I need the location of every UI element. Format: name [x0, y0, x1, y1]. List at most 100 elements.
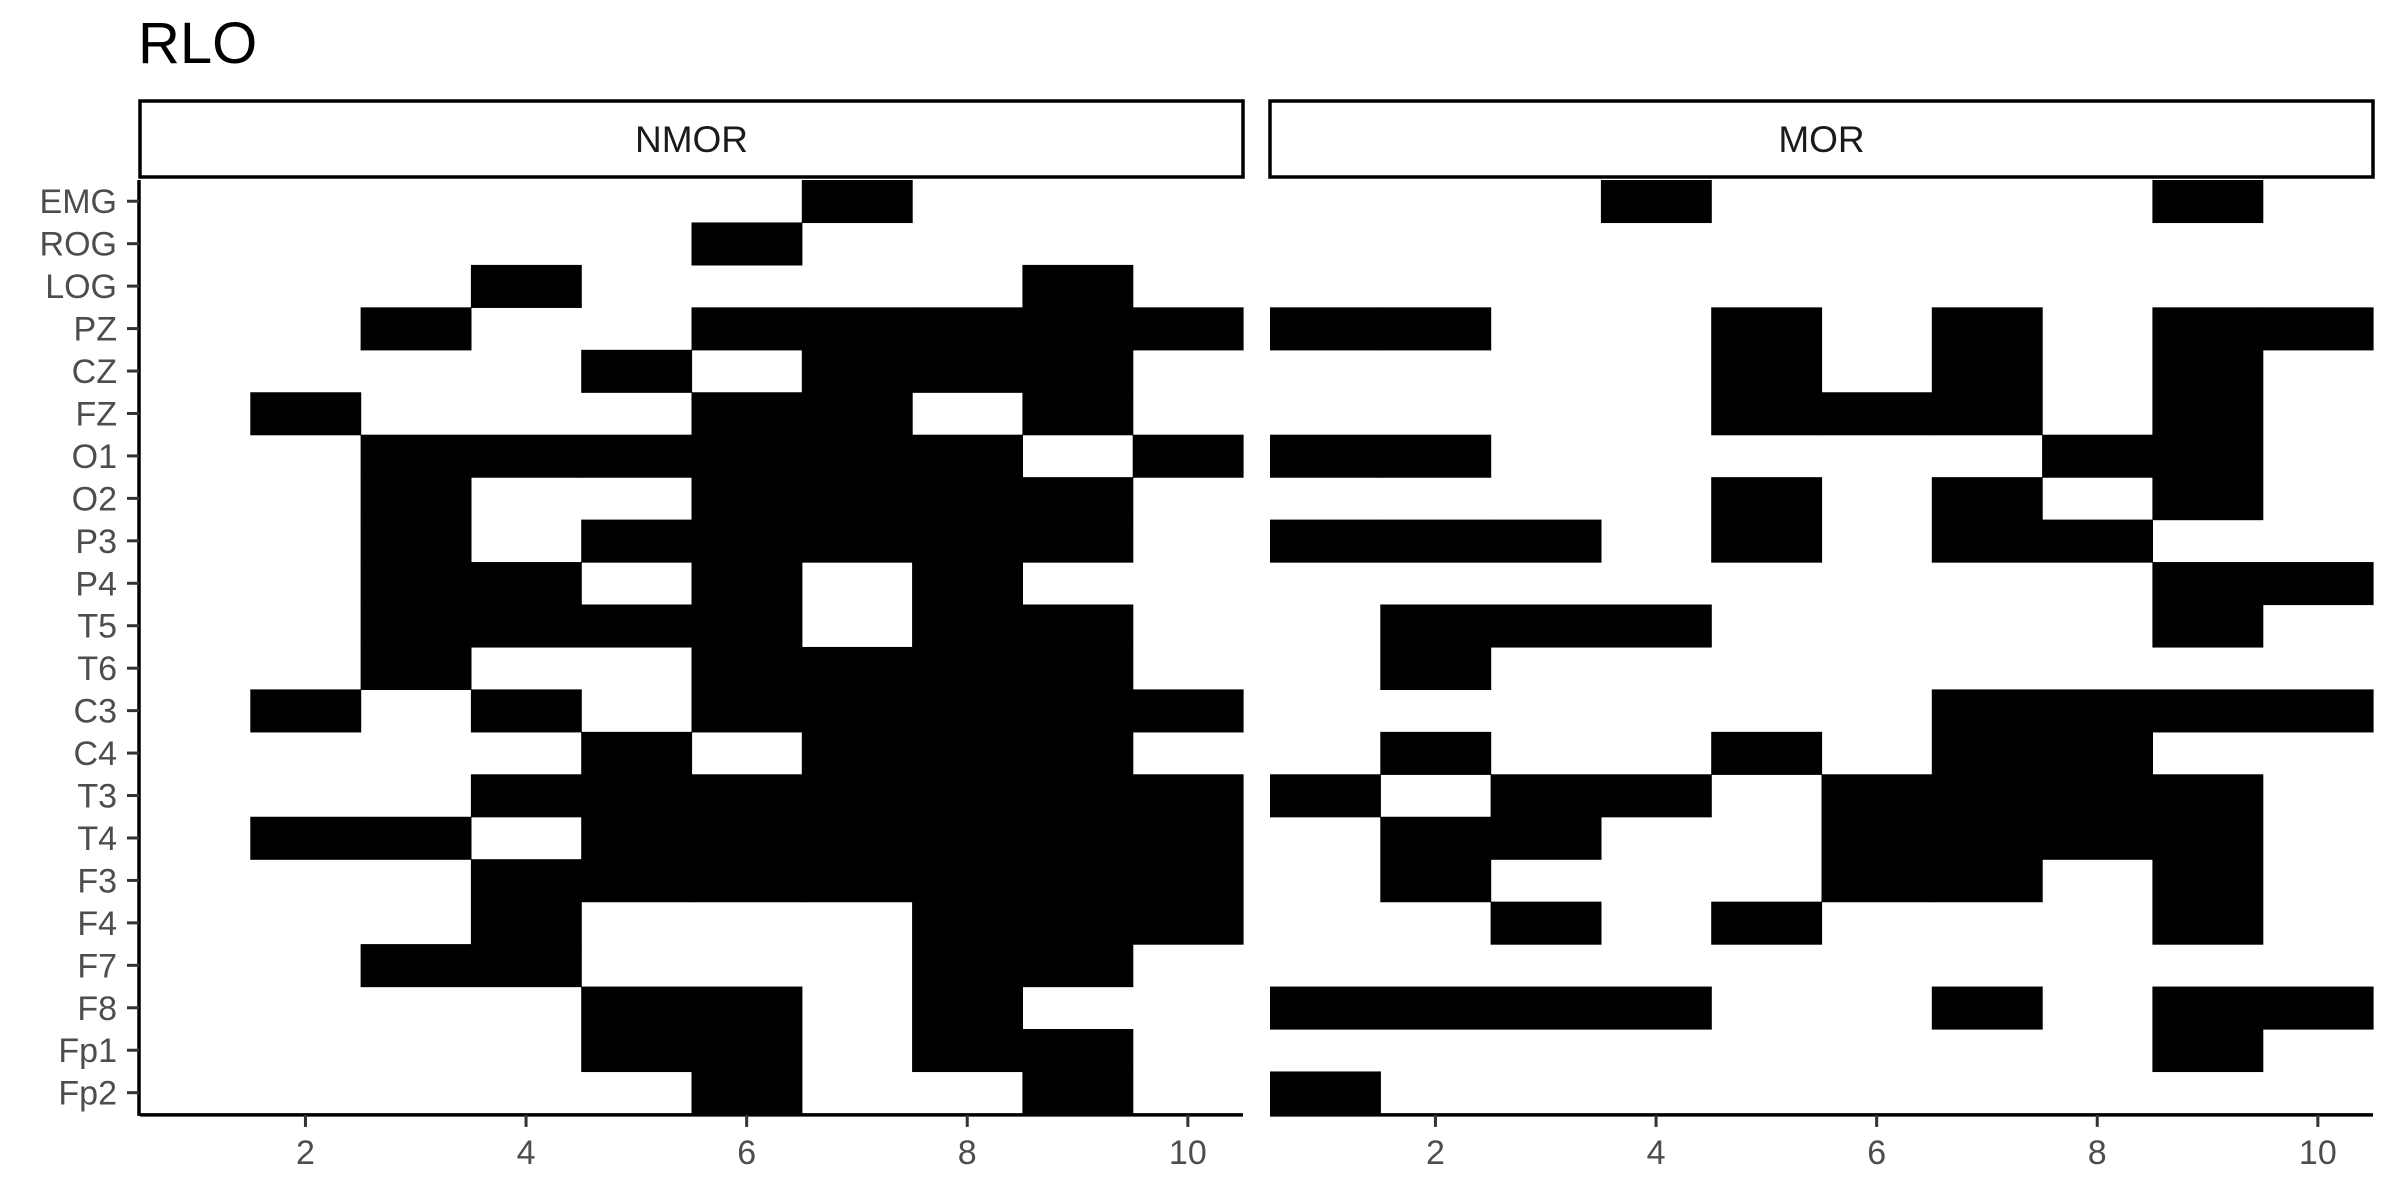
- y-tick-label-o1: O1: [72, 438, 117, 476]
- tile-nmor-p4-8: [912, 562, 1023, 606]
- tile-nmor-t4-10: [1132, 816, 1244, 860]
- tile-nmor-o1-6: [691, 434, 803, 478]
- tile-nmor-o2-6: [691, 477, 803, 521]
- tile-nmor-rog-6: [691, 222, 803, 266]
- tile-mor-c4-5: [1711, 731, 1823, 775]
- x-tick-label: 10: [2299, 1134, 2337, 1172]
- tile-mor-f3-7: [1931, 859, 2043, 903]
- tile-nmor-cz-5: [581, 349, 693, 393]
- tile-nmor-t5-5: [581, 604, 693, 648]
- tile-nmor-cz-8: [912, 349, 1023, 393]
- tile-nmor-t5-6: [691, 604, 803, 648]
- tile-nmor-o1-7: [801, 434, 913, 478]
- tile-nmor-c3-2: [250, 689, 362, 733]
- x-tick-label: 8: [2088, 1134, 2107, 1172]
- tile-nmor-t4-6: [691, 816, 803, 860]
- y-tick-label-t3: T3: [77, 778, 117, 816]
- tile-nmor-f4-8: [912, 901, 1023, 945]
- y-axis-labels: EMG ROG LOG PZ CZ FZ O1 O2 P3 P4 T5 T6 C3 C4 T3 T4 F3 F4 F…: [40, 180, 141, 1116]
- tile-mor-fz-9: [2152, 392, 2264, 436]
- y-tick-label-f4: F4: [77, 905, 117, 943]
- y-tick-label-fp2: Fp2: [58, 1075, 117, 1113]
- tile-nmor-log-9: [1022, 264, 1134, 308]
- facet-strip: [138, 99, 1245, 179]
- tile-mor-t6-2: [1380, 646, 1492, 690]
- tile-mor-o1-9: [2152, 434, 2264, 478]
- tile-nmor-fz-2: [250, 392, 362, 436]
- tile-nmor-pz-8: [912, 307, 1023, 351]
- tile-nmor-c3-4: [470, 689, 582, 733]
- tile-nmor-fz-7: [801, 392, 913, 436]
- x-tick-label: 6: [737, 1134, 756, 1172]
- tile-mor-cz-9: [2152, 349, 2264, 393]
- y-tick-label-f3: F3: [77, 862, 117, 900]
- tile-nmor-p4-6: [691, 562, 803, 606]
- tile-mor-t3-4: [1600, 774, 1712, 818]
- tile-mor-f4-9: [2152, 901, 2264, 945]
- tile-mor-emg-4: [1600, 180, 1712, 224]
- y-tick-label-f8: F8: [77, 990, 117, 1028]
- tile-nmor-t3-9: [1022, 774, 1134, 818]
- tile-nmor-o2-7: [801, 477, 913, 521]
- tile-nmor-t3-8: [912, 774, 1023, 818]
- tile-nmor-f7-8: [912, 944, 1023, 988]
- tile-nmor-t4-2: [250, 816, 362, 860]
- tile-mor-pz-2: [1380, 307, 1492, 351]
- tile-nmor-fp2-6: [691, 1071, 803, 1115]
- tile-nmor-fp1-9: [1022, 1029, 1134, 1073]
- tile-mor-fz-6: [1821, 392, 1933, 436]
- tile-nmor-emg-7: [801, 180, 913, 224]
- x-tick-label: 10: [1169, 1134, 1207, 1172]
- tile-mor-p3-3: [1490, 519, 1602, 563]
- tile-mor-f4-3: [1490, 901, 1602, 945]
- tile-nmor-f7-4: [470, 944, 582, 988]
- tile-nmor-t4-3: [360, 816, 472, 860]
- tile-nmor-t3-4: [470, 774, 582, 818]
- tile-nmor-t3-5: [581, 774, 693, 818]
- tile-nmor-t4-9: [1022, 816, 1134, 860]
- tile-nmor-pz-10: [1132, 307, 1244, 351]
- tile-nmor-p3-9: [1022, 519, 1134, 563]
- tile-mor-f8-4: [1600, 986, 1712, 1030]
- facet-strip-label: NMOR: [635, 119, 748, 160]
- tile-mor-c4-8: [2042, 731, 2153, 775]
- facet-strip: [1268, 99, 2375, 179]
- tile-mor-o1-1: [1270, 434, 1381, 478]
- tile-mor-emg-9: [2152, 180, 2264, 224]
- tile-mor-c3-10: [2262, 689, 2374, 733]
- tile-mor-c4-7: [1931, 731, 2043, 775]
- tile-mor-t3-9: [2152, 774, 2264, 818]
- tile-mor-t4-6: [1821, 816, 1933, 860]
- tile-nmor-f8-5: [581, 986, 693, 1030]
- tile-nmor-f7-3: [360, 944, 472, 988]
- y-tick-label-fz: FZ: [75, 395, 117, 433]
- tile-nmor-o2-9: [1022, 477, 1134, 521]
- y-tick-label-p3: P3: [75, 523, 117, 561]
- tile-nmor-p3-3: [360, 519, 472, 563]
- tile-mor-cz-5: [1711, 349, 1823, 393]
- tile-nmor-t4-5: [581, 816, 693, 860]
- facet-strip-label: MOR: [1778, 119, 1864, 160]
- tile-nmor-t6-3: [360, 646, 472, 690]
- tile-nmor-f3-6: [691, 859, 803, 903]
- y-tick-label-emg: EMG: [40, 183, 117, 221]
- tile-mor-fz-7: [1931, 392, 2043, 436]
- y-tick-label-log: LOG: [45, 268, 117, 306]
- tile-mor-t3-3: [1490, 774, 1602, 818]
- tile-nmor-t6-9: [1022, 646, 1134, 690]
- tile-mor-o2-5: [1711, 477, 1823, 521]
- tile-mor-fz-5: [1711, 392, 1823, 436]
- tile-nmor-p3-7: [801, 519, 913, 563]
- tile-nmor-t3-7: [801, 774, 913, 818]
- tile-nmor-p3-5: [581, 519, 693, 563]
- tile-nmor-t3-10: [1132, 774, 1244, 818]
- tile-mor-f3-9: [2152, 859, 2264, 903]
- tile-nmor-f3-7: [801, 859, 913, 903]
- tile-nmor-fz-6: [691, 392, 803, 436]
- tile-nmor-cz-7: [801, 349, 913, 393]
- tile-mor-f8-3: [1490, 986, 1602, 1030]
- tile-mor-pz-10: [2262, 307, 2374, 351]
- tile-nmor-t6-7: [801, 646, 913, 690]
- tile-mor-pz-7: [1931, 307, 2043, 351]
- tile-mor-t3-6: [1821, 774, 1933, 818]
